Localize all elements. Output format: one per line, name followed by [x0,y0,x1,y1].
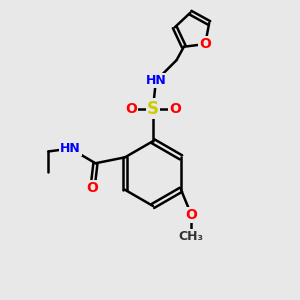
Text: CH₃: CH₃ [179,230,204,243]
Text: HN: HN [146,74,166,87]
Text: O: O [87,181,98,195]
Text: O: O [185,208,197,222]
Text: O: O [169,102,181,116]
Text: O: O [199,37,211,51]
Text: HN: HN [60,142,81,155]
Text: S: S [147,100,159,118]
Text: O: O [125,102,137,116]
